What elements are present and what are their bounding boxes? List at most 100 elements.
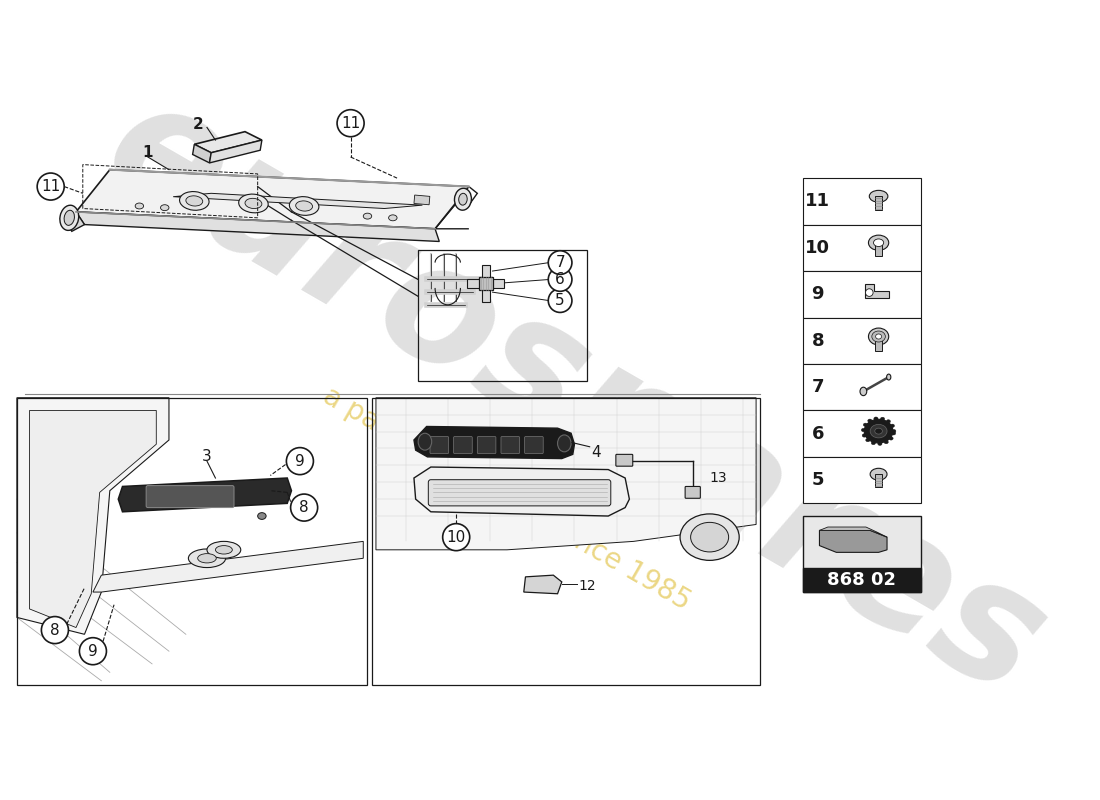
Ellipse shape xyxy=(245,198,262,209)
Ellipse shape xyxy=(680,514,739,560)
Text: 7: 7 xyxy=(556,255,565,270)
Ellipse shape xyxy=(161,205,169,210)
Polygon shape xyxy=(76,212,439,242)
Bar xyxy=(876,242,882,256)
Ellipse shape xyxy=(891,432,895,435)
Text: 9: 9 xyxy=(88,644,98,658)
Text: 9: 9 xyxy=(812,286,824,303)
Ellipse shape xyxy=(866,438,870,442)
Ellipse shape xyxy=(198,554,217,563)
Text: 1: 1 xyxy=(143,146,153,160)
Polygon shape xyxy=(820,530,887,552)
Polygon shape xyxy=(414,426,574,458)
Bar xyxy=(803,364,921,410)
FancyBboxPatch shape xyxy=(453,437,472,454)
Circle shape xyxy=(548,250,572,274)
Text: 5: 5 xyxy=(556,293,565,308)
Ellipse shape xyxy=(892,430,895,433)
Ellipse shape xyxy=(872,331,886,342)
Circle shape xyxy=(337,110,364,137)
Text: 8: 8 xyxy=(812,332,824,350)
Circle shape xyxy=(442,524,470,550)
Text: 10: 10 xyxy=(805,239,830,257)
Text: 9: 9 xyxy=(295,454,305,469)
Polygon shape xyxy=(30,410,156,627)
Polygon shape xyxy=(820,527,887,537)
Bar xyxy=(478,277,493,290)
Ellipse shape xyxy=(868,235,889,250)
Ellipse shape xyxy=(861,428,866,432)
Ellipse shape xyxy=(887,420,891,423)
FancyBboxPatch shape xyxy=(430,437,449,454)
Polygon shape xyxy=(192,144,211,163)
Polygon shape xyxy=(376,398,756,550)
Ellipse shape xyxy=(870,468,887,480)
Text: 11: 11 xyxy=(805,192,830,210)
Ellipse shape xyxy=(890,424,894,427)
Ellipse shape xyxy=(864,423,868,426)
Ellipse shape xyxy=(865,419,893,443)
Polygon shape xyxy=(195,132,262,153)
Bar xyxy=(876,474,882,487)
Text: 10: 10 xyxy=(447,530,465,545)
Bar xyxy=(803,178,921,225)
Circle shape xyxy=(79,638,107,665)
Ellipse shape xyxy=(873,239,883,246)
Circle shape xyxy=(548,289,572,313)
Ellipse shape xyxy=(871,442,876,445)
Ellipse shape xyxy=(257,513,266,519)
Ellipse shape xyxy=(186,196,202,206)
Polygon shape xyxy=(414,467,629,516)
Ellipse shape xyxy=(884,441,889,444)
FancyBboxPatch shape xyxy=(428,480,611,506)
FancyBboxPatch shape xyxy=(146,486,234,507)
Ellipse shape xyxy=(418,434,431,450)
Polygon shape xyxy=(119,478,292,512)
Circle shape xyxy=(290,494,318,521)
Ellipse shape xyxy=(869,190,888,202)
Ellipse shape xyxy=(887,374,891,380)
Polygon shape xyxy=(865,284,889,298)
Ellipse shape xyxy=(207,542,241,558)
Polygon shape xyxy=(16,398,169,634)
Circle shape xyxy=(42,617,68,643)
Bar xyxy=(803,516,921,592)
Text: 8: 8 xyxy=(299,500,309,515)
FancyBboxPatch shape xyxy=(525,437,543,454)
Ellipse shape xyxy=(388,215,397,221)
Circle shape xyxy=(548,268,572,291)
Text: 6: 6 xyxy=(812,425,824,442)
Polygon shape xyxy=(92,542,363,592)
Polygon shape xyxy=(209,140,262,163)
Ellipse shape xyxy=(135,203,144,209)
Polygon shape xyxy=(173,194,422,209)
Bar xyxy=(876,337,882,351)
Ellipse shape xyxy=(880,417,884,421)
Bar xyxy=(803,457,921,503)
Bar xyxy=(418,250,587,381)
Bar xyxy=(876,196,882,210)
Bar xyxy=(803,318,921,364)
Ellipse shape xyxy=(363,213,372,219)
Ellipse shape xyxy=(691,522,728,552)
Bar xyxy=(468,279,504,288)
Bar xyxy=(803,410,921,457)
Text: 2: 2 xyxy=(194,118,204,132)
Ellipse shape xyxy=(876,334,881,339)
Text: 5: 5 xyxy=(812,471,824,489)
Text: 13: 13 xyxy=(710,471,727,485)
Ellipse shape xyxy=(289,197,319,215)
Ellipse shape xyxy=(860,387,867,396)
Ellipse shape xyxy=(878,442,882,446)
Ellipse shape xyxy=(870,424,887,438)
Bar xyxy=(16,398,367,685)
Ellipse shape xyxy=(188,549,226,567)
Bar xyxy=(803,569,921,592)
Ellipse shape xyxy=(239,194,268,213)
FancyBboxPatch shape xyxy=(477,437,496,454)
Bar xyxy=(803,225,921,271)
Text: a passion for parts since 1985: a passion for parts since 1985 xyxy=(318,382,695,616)
Ellipse shape xyxy=(216,546,232,554)
Ellipse shape xyxy=(558,435,571,452)
FancyBboxPatch shape xyxy=(500,437,519,454)
